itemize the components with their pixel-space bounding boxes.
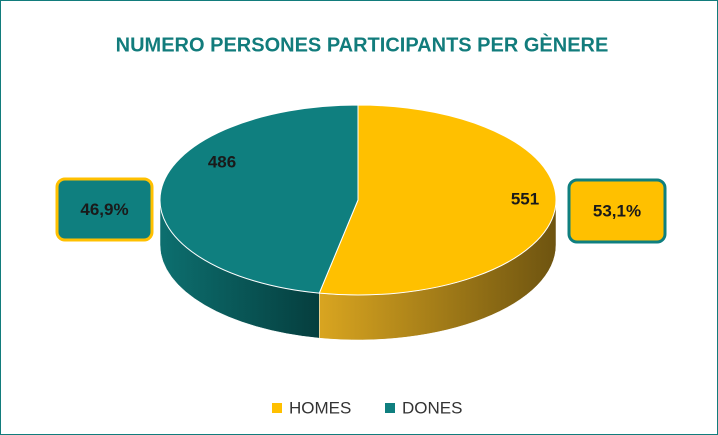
legend-label: HOMES (289, 398, 351, 417)
share-label: 53,1% (593, 201, 641, 220)
share-box (55, 177, 154, 242)
share-box (567, 178, 667, 244)
share-label: 46,9% (80, 200, 128, 219)
data-label: 551 (511, 189, 539, 208)
data-label: 486 (208, 152, 236, 171)
legend-label: DONES (402, 398, 462, 417)
legend-swatch (385, 403, 395, 413)
legend-swatch (272, 403, 282, 413)
pie-slice (159, 104, 359, 294)
chart-title: NUMERO PERSONES PARTICIPANTS PER GÈNERE (116, 33, 609, 56)
pie-slice (318, 104, 557, 296)
